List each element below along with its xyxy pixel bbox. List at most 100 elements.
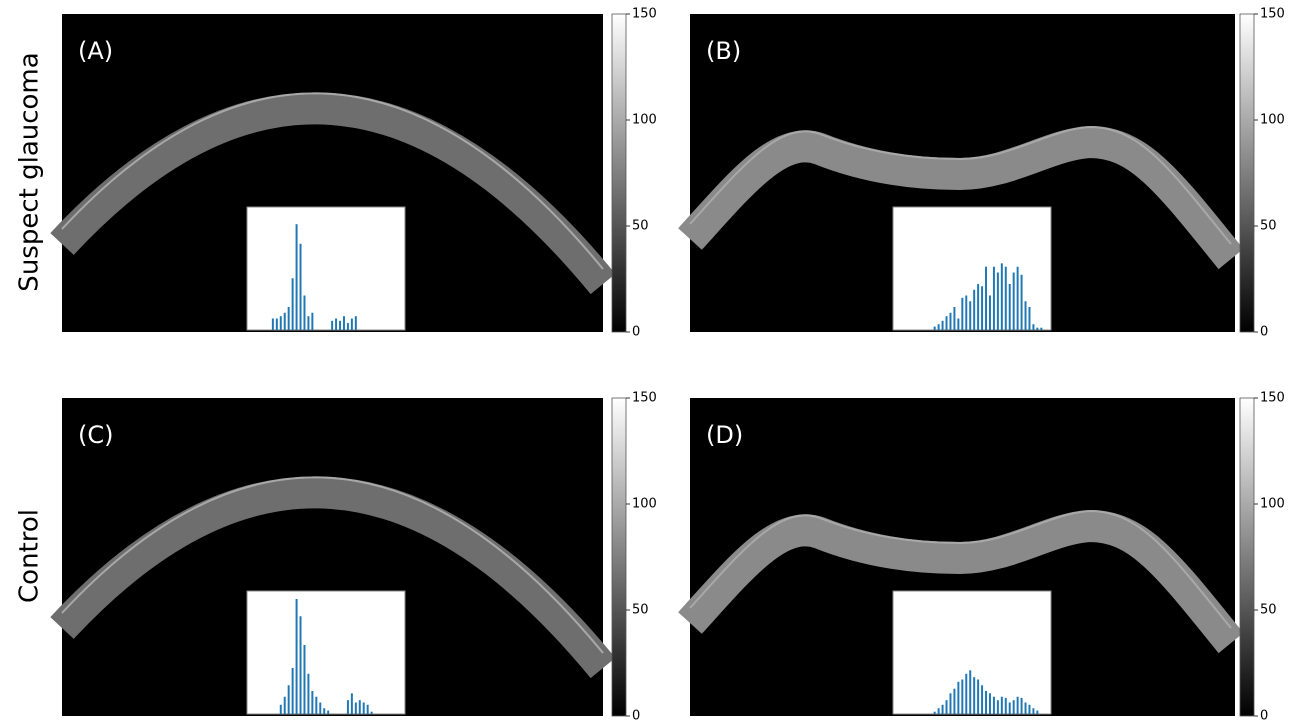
panel-label: (D) xyxy=(706,421,743,449)
histogram-bar xyxy=(1032,324,1035,330)
histogram-bar xyxy=(319,702,322,714)
histogram-bar xyxy=(973,289,976,330)
histogram-bar xyxy=(299,616,302,714)
colorbar-tick-label: 150 xyxy=(1260,391,1285,406)
colorbar xyxy=(1239,397,1255,717)
histogram-bar xyxy=(941,704,944,714)
histogram-bar xyxy=(933,326,936,330)
histogram-bar xyxy=(287,685,290,714)
histogram-bar xyxy=(957,318,960,330)
cornea-edge xyxy=(61,476,604,654)
cornea-band xyxy=(678,125,1244,270)
colorbar xyxy=(1239,13,1255,333)
histogram-bar xyxy=(937,324,940,330)
histogram-bar xyxy=(291,668,294,714)
histogram-bar xyxy=(945,700,948,714)
colorbar-tick-label: 100 xyxy=(1260,497,1285,512)
histogram-bar xyxy=(295,224,298,330)
histogram-bar xyxy=(969,670,972,714)
histogram-bar xyxy=(1008,702,1011,714)
colorbar-tick-label: 0 xyxy=(1260,709,1268,723)
colorbar-tick-label: 0 xyxy=(1260,325,1268,340)
histogram-bar xyxy=(339,320,342,330)
histogram-bar xyxy=(977,284,980,330)
histogram-bar xyxy=(275,318,278,330)
histogram-bar xyxy=(315,696,318,714)
histogram-bar xyxy=(1012,272,1015,330)
histogram-bar xyxy=(1036,710,1039,714)
histogram-bar xyxy=(1028,307,1031,330)
histogram-bar xyxy=(331,320,334,330)
histogram-bar xyxy=(271,318,274,330)
histogram-bar xyxy=(370,711,373,714)
colorbar-tick-label: 0 xyxy=(632,325,640,340)
histogram-bar xyxy=(992,266,995,330)
oct-layer xyxy=(678,125,1244,270)
histogram-bar xyxy=(366,704,369,714)
histogram-bar xyxy=(953,688,956,714)
colorbar-tick-label: 50 xyxy=(1260,603,1277,618)
colorbar xyxy=(611,397,627,717)
histogram-bar xyxy=(992,696,995,714)
colorbar xyxy=(611,13,627,333)
cornea-band xyxy=(50,476,616,679)
histogram-bar xyxy=(961,679,964,714)
histogram-bar xyxy=(1024,702,1027,714)
histogram-bar xyxy=(354,702,357,714)
histogram-bar xyxy=(945,316,948,330)
histogram-bar xyxy=(949,312,952,330)
panel-label: (B) xyxy=(706,37,741,65)
histogram-bar xyxy=(327,710,330,714)
histogram-bar xyxy=(311,691,314,714)
histogram-bar xyxy=(283,312,286,330)
histogram-bar xyxy=(965,295,968,330)
histogram-bar xyxy=(335,318,338,330)
histogram-bar xyxy=(323,708,326,714)
histogram-bar xyxy=(949,693,952,714)
histogram-bar xyxy=(1016,696,1019,714)
histogram-bar xyxy=(1008,284,1011,330)
histogram-bar xyxy=(346,700,349,714)
histogram-bar xyxy=(981,685,984,714)
histogram-bar xyxy=(299,243,302,330)
histogram-bar xyxy=(957,681,960,714)
cornea-edge xyxy=(689,125,1232,245)
histogram-bar xyxy=(350,318,353,330)
histogram-bar xyxy=(961,297,964,330)
histogram-bar xyxy=(279,316,282,330)
colorbar-tick-label: 50 xyxy=(632,219,649,234)
colorbar-tick-label: 50 xyxy=(1260,219,1277,234)
histogram-bar xyxy=(307,316,310,330)
histogram-bar xyxy=(953,307,956,330)
histogram-bar xyxy=(969,301,972,330)
oct-layer xyxy=(50,92,616,295)
histogram-bar xyxy=(1004,266,1007,330)
colorbar-tick-label: 100 xyxy=(632,497,657,512)
histogram-bar xyxy=(1036,327,1039,330)
panel-label: (C) xyxy=(78,421,113,449)
histogram-inset xyxy=(892,206,1052,331)
histogram-bar xyxy=(287,307,290,330)
panel-label: (A) xyxy=(78,37,113,65)
histogram-bar xyxy=(362,702,365,714)
histogram-bar xyxy=(1012,700,1015,714)
colorbar-tick-label: 150 xyxy=(1260,7,1285,22)
histogram-inset xyxy=(892,590,1052,715)
histogram-bar xyxy=(346,323,349,330)
histogram-bar xyxy=(1040,327,1043,330)
histogram-bar xyxy=(350,693,353,714)
cornea-band xyxy=(678,509,1244,654)
histogram-bar xyxy=(1000,263,1003,330)
histogram-bar xyxy=(1000,696,1003,714)
histogram-bar xyxy=(988,295,991,330)
colorbar-tick-label: 100 xyxy=(632,113,657,128)
histogram-bar xyxy=(985,266,988,330)
histogram-bar xyxy=(973,677,976,714)
row-label: Suspect glaucoma xyxy=(15,52,45,291)
histogram-bar xyxy=(1020,274,1023,330)
row-label: Control xyxy=(15,509,45,603)
colorbar-tick-label: 50 xyxy=(632,603,649,618)
histogram-bar xyxy=(291,278,294,330)
histogram-bar xyxy=(279,704,282,714)
